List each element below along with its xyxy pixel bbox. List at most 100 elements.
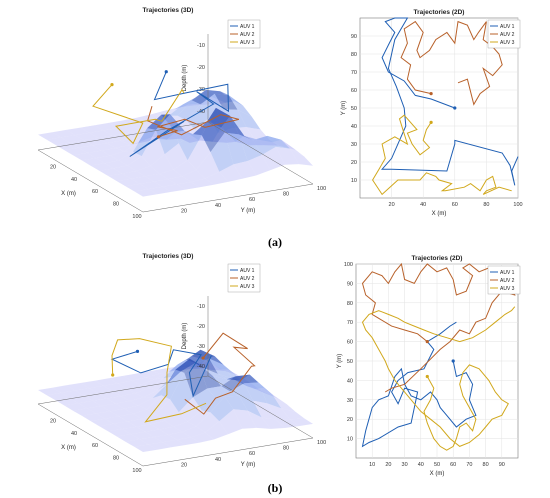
surface-patch <box>198 363 222 389</box>
surface-patch <box>201 107 225 153</box>
a3d-series-start-marker-1 <box>164 70 168 74</box>
y-tick-label: 80 <box>283 446 289 452</box>
surface-patch <box>134 189 158 197</box>
surface-patch <box>66 127 90 136</box>
axis-edge <box>37 149 144 213</box>
surface-patch <box>108 173 131 182</box>
surface-patch <box>80 125 104 133</box>
a2d-series-start-marker-3 <box>429 120 433 124</box>
surface-patch <box>159 426 183 435</box>
surface-patch <box>143 384 167 399</box>
x-tick-label: 40 <box>71 431 77 437</box>
y-tick-label: 10 <box>351 178 357 184</box>
surface-patch <box>123 117 146 126</box>
y-axis-label: Y (m) <box>341 101 347 116</box>
x-tick-label: 80 <box>483 462 489 468</box>
surface-patch <box>224 395 248 411</box>
surface-patch <box>230 383 253 401</box>
surface-patch <box>233 161 257 179</box>
surface-patch <box>38 387 61 396</box>
z-tick-label: -10 <box>197 43 205 49</box>
surface-patch <box>148 442 172 450</box>
b2d-series-line-1 <box>361 321 477 448</box>
y-tick-label: 30 <box>351 142 357 148</box>
y-tick-label: 40 <box>215 203 221 209</box>
surface-patch <box>145 173 168 182</box>
b3d-series-start-marker-1 <box>135 349 140 353</box>
surface-patch <box>122 426 146 435</box>
x-tick-label: 10 <box>369 462 375 468</box>
surface-patch <box>129 397 153 406</box>
surface-patch <box>205 171 228 185</box>
b2d-series-start-marker-2 <box>425 340 429 344</box>
surface-patch <box>127 156 151 171</box>
surface-patch <box>153 434 177 443</box>
surface-patch <box>81 158 105 166</box>
surface-patch <box>118 413 142 422</box>
a2d-series-line-2 <box>400 20 503 106</box>
surface-patch <box>122 171 146 179</box>
y-tick-label: 90 <box>351 34 357 40</box>
x-tick-label: 100 <box>513 202 522 208</box>
y-tick-label: 70 <box>347 320 353 326</box>
surface-patch <box>104 160 128 169</box>
surface-patch <box>153 179 177 187</box>
surface-patch <box>175 358 199 373</box>
surface-patch <box>210 396 234 422</box>
y-tick-label: 30 <box>347 398 353 404</box>
x-tick-label: 20 <box>50 418 56 424</box>
x-tick-label: 80 <box>483 202 489 208</box>
y-tick-label: 40 <box>351 124 357 130</box>
surface-patch <box>281 139 305 157</box>
legend-label: AUV 2 <box>240 32 255 38</box>
surface-patch <box>238 134 262 161</box>
surface-patch <box>80 380 104 389</box>
surface-patch <box>108 375 132 384</box>
surface-patch <box>178 134 202 161</box>
surface-patch <box>173 421 197 432</box>
y-tick-label: 100 <box>317 440 326 446</box>
surface-patch <box>230 115 253 141</box>
legend-label: AUV 1 <box>500 24 515 30</box>
surface-patch <box>219 164 243 182</box>
y-tick-label: 70 <box>351 70 357 76</box>
surface-patch <box>219 409 243 435</box>
surface-patch <box>130 431 154 440</box>
surface-patch <box>145 429 168 437</box>
y-tick-label: 60 <box>347 340 353 346</box>
surface-patch <box>139 437 163 445</box>
surface-patch <box>106 140 130 148</box>
y-tick-label: 100 <box>344 262 353 268</box>
z-axis-label: Depth (m) <box>182 65 188 92</box>
legend-label: AUV 2 <box>500 278 515 284</box>
y-axis-label: Y (m) <box>241 208 256 214</box>
surface-patch <box>159 169 183 180</box>
surface-patch <box>101 403 125 412</box>
x-tick-label: 20 <box>385 462 391 468</box>
surface-patch <box>187 410 211 427</box>
surface-patch <box>290 148 313 166</box>
b3d-series-line-3 <box>111 338 207 423</box>
y-tick-label: 60 <box>249 451 255 457</box>
surface-patch <box>126 384 150 394</box>
axis-edge <box>37 121 209 151</box>
legend-label: AUV 3 <box>240 284 255 290</box>
surface-patch <box>246 127 270 140</box>
surface-patch <box>69 395 93 404</box>
b2d-series-start-marker-1 <box>451 359 455 363</box>
surface-patch <box>162 439 186 448</box>
x-tick-label: 40 <box>71 177 77 183</box>
surface-patch <box>112 388 136 397</box>
b2d-series-line-3 <box>361 306 516 451</box>
surface-patch <box>275 419 299 428</box>
surface-patch <box>210 132 234 172</box>
surface-patch <box>190 432 214 443</box>
surface-patch <box>150 420 174 430</box>
a2d-series-start-marker-2 <box>429 92 433 96</box>
surface-patch <box>116 434 140 442</box>
surface-patch <box>148 186 172 195</box>
surface-patch <box>55 398 79 406</box>
surface-patch <box>173 160 197 177</box>
surface-patch <box>261 417 285 429</box>
